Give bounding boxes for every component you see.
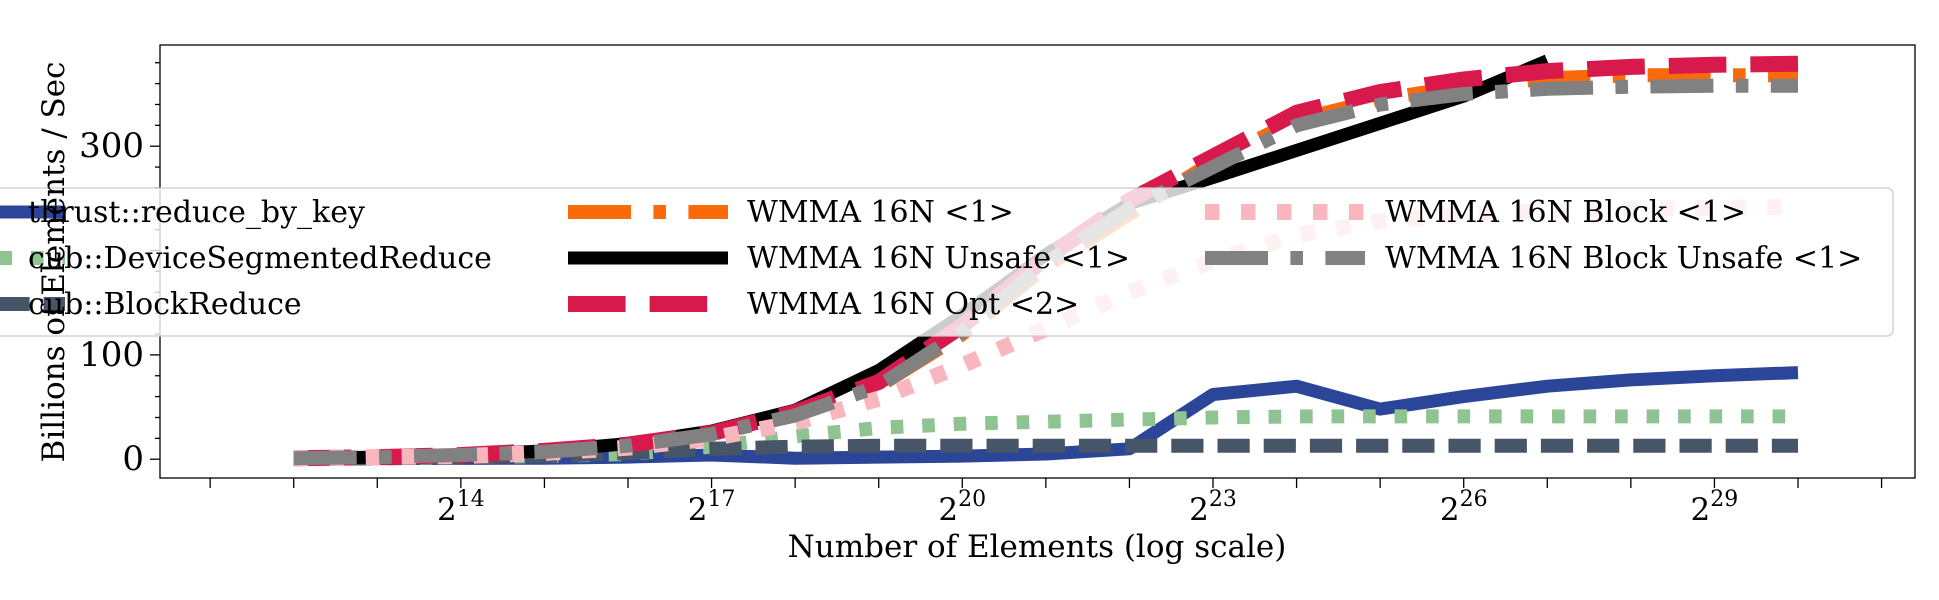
legend-label: thrust::reduce_by_key — [28, 195, 365, 230]
x-axis-label: Number of Elements (log scale) — [788, 529, 1287, 565]
x-tick-label: 220 — [938, 487, 986, 528]
legend-box — [0, 187, 1894, 337]
x-tick-label: 217 — [688, 487, 736, 528]
x-tick-label: 226 — [1440, 487, 1488, 528]
legend-label: WMMA 16N Unsafe <1> — [747, 241, 1130, 276]
legend-label: cub::BlockReduce — [28, 287, 302, 322]
ticks-layer: 214 217 220 223 226 229 0 100 300 — [79, 62, 1883, 528]
series-line-wmma-16n-block-unsafe-1 — [293, 78, 1798, 466]
legend-label: WMMA 16N <1> — [747, 195, 1014, 230]
legend-label: WMMA 16N Opt <2> — [747, 287, 1079, 322]
x-tick-label: 229 — [1691, 487, 1739, 528]
legend: thrust::reduce_by_keycub::DeviceSegmente… — [0, 187, 1894, 337]
legend-label: WMMA 16N Block Unsafe <1> — [1385, 241, 1862, 276]
x-tick-label: 214 — [437, 487, 485, 528]
y-tick-label: 0 — [122, 439, 144, 479]
y-axis-label: Billions of Elements / Sec — [36, 62, 72, 463]
y-tick-label: 300 — [79, 126, 144, 166]
legend-label: WMMA 16N Block <1> — [1385, 195, 1746, 230]
legend-label: cub::DeviceSegmentedReduce — [28, 241, 492, 276]
y-tick-label: 100 — [79, 335, 144, 375]
series-layer — [293, 54, 1799, 467]
x-tick-label: 223 — [1189, 487, 1237, 528]
